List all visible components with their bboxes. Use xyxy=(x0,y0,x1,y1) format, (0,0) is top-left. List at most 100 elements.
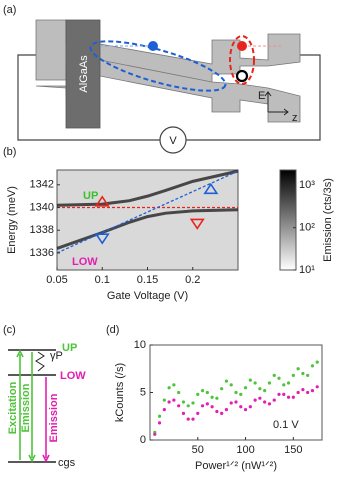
data-point xyxy=(267,381,272,385)
data-point xyxy=(306,373,310,377)
barrier-label: AlGaAs xyxy=(78,55,90,93)
panel-label: (d) xyxy=(106,324,119,336)
panel-label: (b) xyxy=(3,146,16,158)
y-tick-label: 5 xyxy=(140,386,146,398)
data-point xyxy=(310,364,315,368)
data-point xyxy=(286,381,291,385)
source-label: V xyxy=(169,135,177,147)
data-point xyxy=(162,398,166,402)
x-tick-label: 0.05 xyxy=(46,274,67,286)
annotation: LOW xyxy=(72,256,98,268)
x-tick-label: 50 xyxy=(192,444,204,456)
data-point xyxy=(253,398,257,402)
data-point xyxy=(239,405,243,409)
data-point xyxy=(205,390,209,395)
data-point xyxy=(215,409,219,414)
data-point xyxy=(258,387,262,391)
data-point xyxy=(205,402,209,406)
colorbar xyxy=(279,169,297,271)
transition-label: Emission xyxy=(20,383,32,432)
rate-label: γP xyxy=(50,350,63,362)
panel-label: (a) xyxy=(3,4,16,16)
data-point xyxy=(210,395,214,399)
data-point xyxy=(267,402,272,406)
data-point xyxy=(315,360,319,364)
data-point xyxy=(224,379,229,383)
band-diagram xyxy=(35,19,301,129)
emission-branch xyxy=(56,208,239,250)
data-point xyxy=(210,405,214,409)
data-point xyxy=(191,417,195,421)
data-point xyxy=(243,386,248,390)
data-point xyxy=(215,396,219,400)
data-point xyxy=(315,385,319,389)
electron xyxy=(237,41,247,51)
y-tick-label: 0 xyxy=(140,434,146,446)
x-tick-label: 100 xyxy=(236,444,254,456)
guide-line xyxy=(56,170,239,254)
transition-label: Emission xyxy=(48,393,60,442)
data-point xyxy=(243,408,248,412)
y-tick-label: 10 xyxy=(134,339,146,351)
y-axis-label: kCounts (/s) xyxy=(114,363,126,422)
data-point xyxy=(220,387,224,391)
data-point xyxy=(239,392,243,396)
data-point xyxy=(167,386,171,390)
data-point xyxy=(186,417,190,421)
annotation: UP xyxy=(83,190,98,202)
data-point xyxy=(181,411,186,415)
circuit xyxy=(17,54,321,154)
y-axis-label: Energy (meV) xyxy=(6,186,18,254)
x-tick-label: 0.2 xyxy=(185,274,200,286)
y-tick-label: 1336 xyxy=(30,247,54,259)
data-point xyxy=(248,378,252,382)
data-point xyxy=(181,400,186,404)
data-point xyxy=(200,389,205,393)
data-point xyxy=(258,396,262,400)
panel-label: (c) xyxy=(3,324,16,336)
data-point xyxy=(224,408,229,412)
annotation: 0.1 V xyxy=(273,419,299,431)
level-label: LOW xyxy=(60,370,86,382)
data-point xyxy=(301,388,305,392)
data-point xyxy=(186,404,190,408)
hole xyxy=(235,69,249,83)
colorbar-tick-label: 10² xyxy=(299,222,315,234)
data-point xyxy=(291,373,295,377)
data-point xyxy=(306,390,310,395)
triangle-marker xyxy=(203,182,219,195)
data-point xyxy=(234,400,238,404)
y-tick-label: 1342 xyxy=(30,179,54,191)
level-label: cgs xyxy=(58,457,76,469)
triangle-marker xyxy=(94,195,110,207)
data-point xyxy=(253,381,257,385)
x-tick-label: 0.15 xyxy=(137,274,158,286)
y-tick-label: 1338 xyxy=(30,224,54,236)
data-point xyxy=(200,404,205,408)
data-point xyxy=(277,392,281,396)
data-point xyxy=(172,398,176,402)
data-point xyxy=(296,390,300,395)
data-point xyxy=(286,395,291,399)
data-point xyxy=(310,389,315,393)
axis-label: z xyxy=(292,112,298,124)
data-point xyxy=(177,390,181,395)
data-point xyxy=(248,405,252,409)
data-point xyxy=(157,414,162,418)
triangle-marker xyxy=(94,233,110,245)
electron xyxy=(148,41,158,51)
transition-arrows xyxy=(16,349,50,463)
data-point xyxy=(229,383,233,387)
emission-branch xyxy=(56,169,239,207)
level-label: UP xyxy=(62,342,77,354)
data-point xyxy=(177,404,181,408)
data-point xyxy=(196,411,200,415)
data-point xyxy=(263,400,267,404)
data-point xyxy=(220,411,224,415)
triangle-marker xyxy=(189,218,205,230)
data-point xyxy=(191,401,195,405)
data-point xyxy=(157,421,162,425)
x-axis-label: Gate Voltage (V) xyxy=(107,290,188,302)
colorbar-tick-label: 10³ xyxy=(299,179,315,191)
plot-area xyxy=(56,169,239,271)
